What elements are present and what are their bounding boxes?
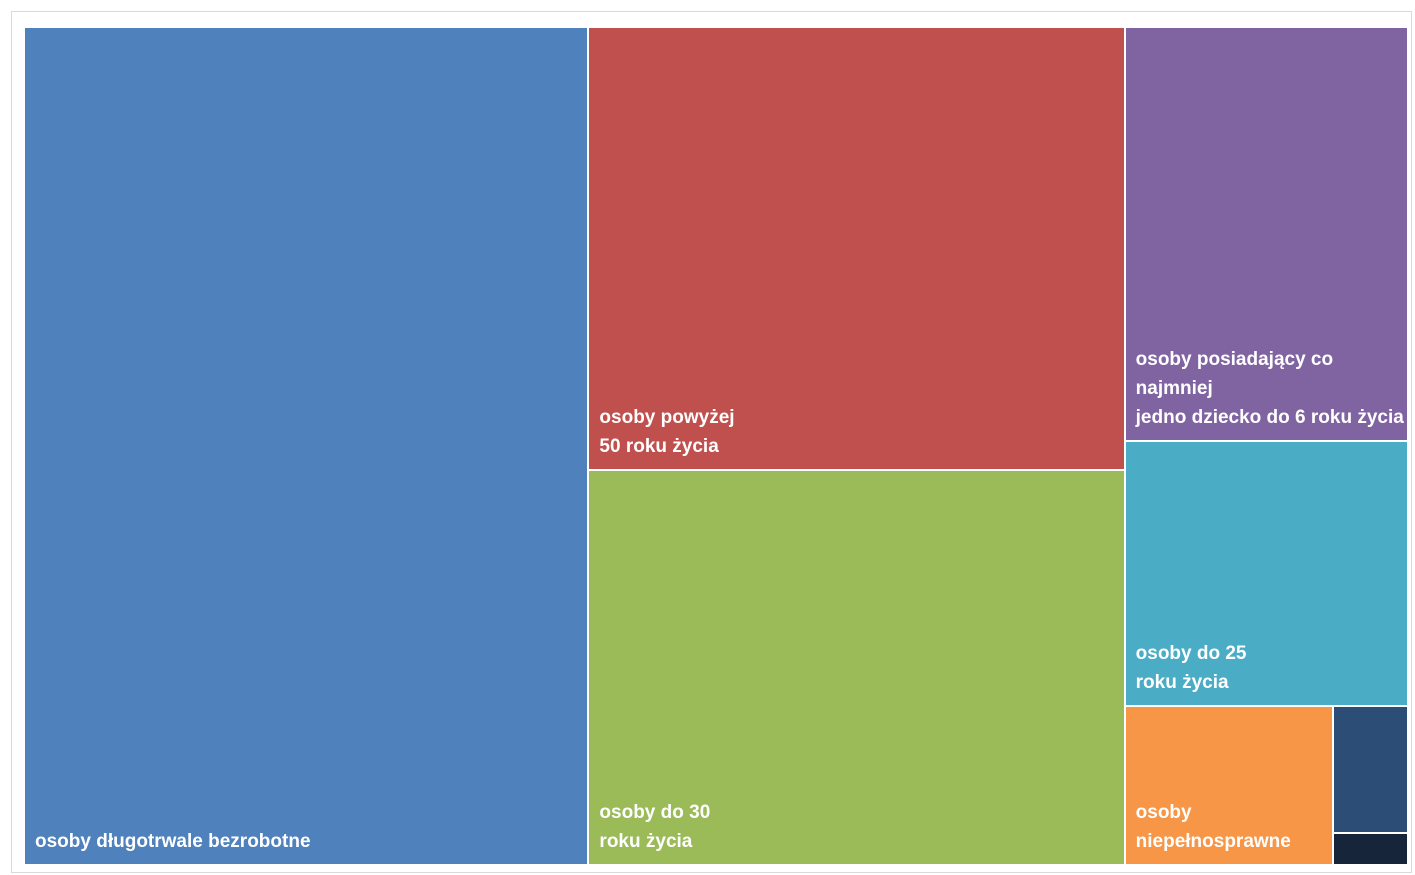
tile-6-label: osoby niepełnosprawne (1135, 801, 1291, 852)
treemap: osoby długotrwale bezrobotne osoby powyże… (24, 27, 1408, 865)
tile-4: osoby posiadający co najmniej jedno dzie… (1124, 27, 1408, 441)
tile-6: osoby niepełnosprawne (1124, 706, 1334, 865)
tile-5-label: osoby do 25 roku życia (1135, 643, 1247, 694)
tile-1: osoby długotrwale bezrobotne (24, 27, 589, 865)
tile-7 (1333, 706, 1408, 834)
tile-3-label: osoby do 30 roku życia (599, 801, 711, 852)
tile-1-label: osoby długotrwale bezrobotne (35, 831, 311, 852)
tile-5: osoby do 25 roku życia (1124, 440, 1408, 707)
tile-2-label: osoby powyżej 50 roku życia (599, 406, 735, 457)
tile-4-label: osoby posiadający co najmniej jedno dzie… (1135, 348, 1404, 428)
tile-8 (1333, 833, 1408, 865)
tile-3: osoby do 30 roku życia (588, 469, 1125, 865)
tile-2: osoby powyżej 50 roku życia (588, 27, 1125, 470)
